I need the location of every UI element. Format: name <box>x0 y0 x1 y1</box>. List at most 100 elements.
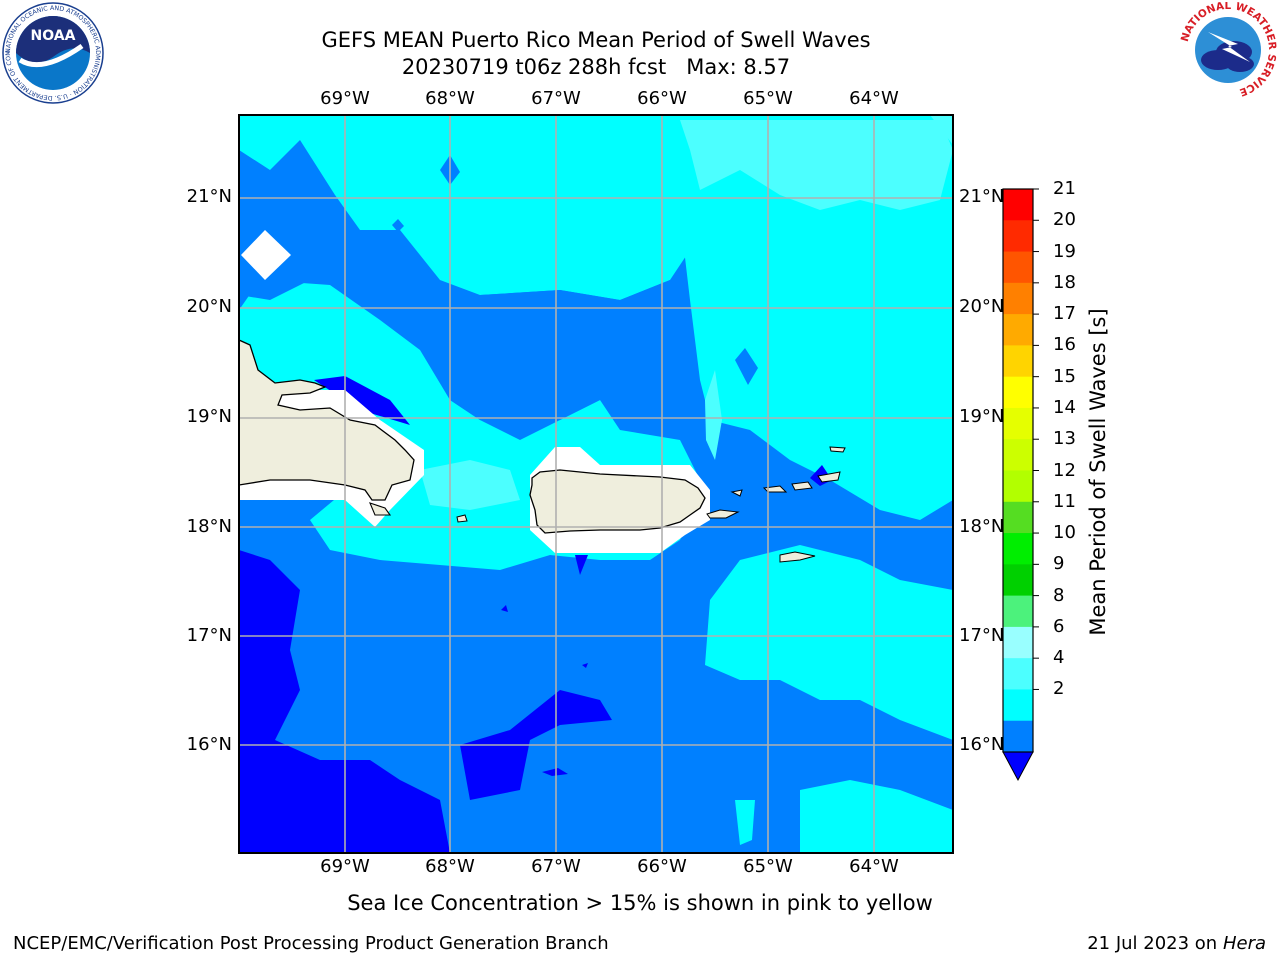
period-band-2-4 <box>735 348 758 385</box>
period-band-below-2 <box>582 663 588 668</box>
lat-label-right: 17°N <box>959 625 1005 646</box>
lat-label-left: 20°N <box>186 296 232 317</box>
lon-label-bottom: 67°W <box>531 856 581 877</box>
colorbar-extend-triangle <box>1002 751 1034 782</box>
lon-label-top: 69°W <box>320 88 370 109</box>
colorbar-tick-label: 12 <box>1053 459 1076 481</box>
colorbar-tick-label: 17 <box>1053 303 1076 325</box>
colorbar-segment <box>1003 345 1033 378</box>
chart-subtitle: 20230719 t06z 288h fcst Max: 8.57 <box>401 55 791 79</box>
colorbar-segment <box>1003 626 1033 659</box>
virgin-islands <box>791 481 813 491</box>
period-band-below-2 <box>575 555 588 575</box>
lat-label-left: 19°N <box>186 406 232 427</box>
lon-label-bottom: 68°W <box>425 856 475 877</box>
lon-label-top: 68°W <box>425 88 475 109</box>
colorbar-segment <box>1003 376 1033 409</box>
period-band-6-8 <box>705 370 722 460</box>
colorbar-segment <box>1003 220 1033 253</box>
mona-island <box>456 514 468 523</box>
colorbar-segment <box>1003 658 1033 690</box>
colorbar-segment <box>1003 501 1033 534</box>
colorbar-tick-label: 16 <box>1053 334 1076 356</box>
colorbar-segment <box>1003 314 1033 346</box>
period-band-below-2 <box>239 550 450 853</box>
lon-label-top: 67°W <box>531 88 581 109</box>
lon-label-top: 64°W <box>849 88 899 109</box>
colorbar-segment <box>1003 564 1033 597</box>
run-date-text: 21 Jul 2023 on <box>1087 933 1223 954</box>
virgin-islands <box>829 446 846 453</box>
lat-label-right: 18°N <box>959 516 1005 537</box>
colorbar-segment <box>1003 439 1033 471</box>
colorbar-segment <box>1003 720 1033 753</box>
virgin-islands <box>817 471 841 483</box>
credit-text: NCEP/EMC/Verification Post Processing Pr… <box>13 933 609 954</box>
lat-label-right: 20°N <box>959 296 1005 317</box>
run-date: 21 Jul 2023 on Hera <box>1087 933 1266 954</box>
colorbar-tick-label: 2 <box>1053 678 1065 700</box>
lat-label-left: 21°N <box>186 186 232 207</box>
period-band-4-6 <box>670 130 953 520</box>
colorbar-segment <box>1003 189 1033 221</box>
vieques-island <box>706 509 740 519</box>
colorbar-tick-label: 4 <box>1053 647 1065 669</box>
lon-label-bottom: 69°W <box>320 856 370 877</box>
lat-label-left: 16°N <box>186 734 232 755</box>
swell-period-map <box>238 114 954 854</box>
period-band-below-2 <box>501 605 508 612</box>
culebra-island <box>730 489 743 497</box>
colorbar-tick-label: 15 <box>1053 365 1076 387</box>
colorbar-segment <box>1003 689 1033 722</box>
period-band-6-8 <box>420 460 520 510</box>
colorbar-tick-label: 18 <box>1053 271 1076 293</box>
colorbar-segment <box>1003 595 1033 628</box>
lon-label-bottom: 64°W <box>849 856 899 877</box>
period-band-6-8 <box>930 115 953 145</box>
colorbar-title: Mean Period of Swell Waves [s] <box>1086 308 1110 636</box>
colorbar-tick-label: 13 <box>1053 428 1076 450</box>
colorbar-segment <box>1003 251 1033 284</box>
period-band-2-4 <box>430 280 690 430</box>
chart-title: GEFS MEAN Puerto Rico Mean Period of Swe… <box>321 28 871 52</box>
period-band-4-6 <box>735 800 755 845</box>
colorbar-tick-label: 6 <box>1053 615 1065 637</box>
colorbar-tick-label: 11 <box>1053 490 1076 512</box>
lat-label-left: 18°N <box>186 516 232 537</box>
period-band-below-2 <box>542 768 568 776</box>
noaa-logo: NATIONAL OCEANIC AND ATMOSPHERIC ADMINIS… <box>2 2 104 104</box>
colorbar-tick-label: 20 <box>1053 209 1076 231</box>
no-data-area <box>241 230 291 280</box>
map-border <box>238 114 954 854</box>
lat-label-right: 19°N <box>959 406 1005 427</box>
lat-label-right: 16°N <box>959 734 1005 755</box>
hispaniola-land <box>239 339 415 501</box>
colorbar-segment <box>1003 470 1033 503</box>
lon-label-bottom: 66°W <box>637 856 687 877</box>
graticule <box>239 115 953 853</box>
nws-logo: NATIONAL WEATHER SERVICE <box>1179 2 1278 98</box>
lat-label-left: 17°N <box>186 625 232 646</box>
noaa-text: NOAA <box>31 28 76 44</box>
virgin-islands <box>762 485 788 493</box>
period-band-below-2 <box>314 376 410 425</box>
host-name: Hera <box>1222 933 1266 954</box>
colorbar-tick-label: 8 <box>1053 584 1065 606</box>
st-croix-island <box>779 551 816 563</box>
colorbar-tick-label: 10 <box>1053 522 1076 544</box>
period-band-2-4 <box>392 219 404 232</box>
lon-label-bottom: 65°W <box>743 856 793 877</box>
colorbar-tick-label: 9 <box>1053 553 1065 575</box>
lon-label-top: 66°W <box>637 88 687 109</box>
period-band-6-8 <box>680 120 953 210</box>
lon-label-top: 65°W <box>743 88 793 109</box>
colorbar-tick-label: 21 <box>1053 178 1076 199</box>
period-band-4-6 <box>800 780 953 853</box>
period-band-below-2 <box>460 690 612 800</box>
lat-label-right: 21°N <box>959 186 1005 207</box>
colorbar <box>1002 188 1039 782</box>
colorbar-tick-label: 19 <box>1053 240 1076 262</box>
colorbar-tick-label: 14 <box>1053 396 1076 418</box>
colorbar-segment <box>1003 533 1033 565</box>
colorbar-segment <box>1003 407 1033 440</box>
